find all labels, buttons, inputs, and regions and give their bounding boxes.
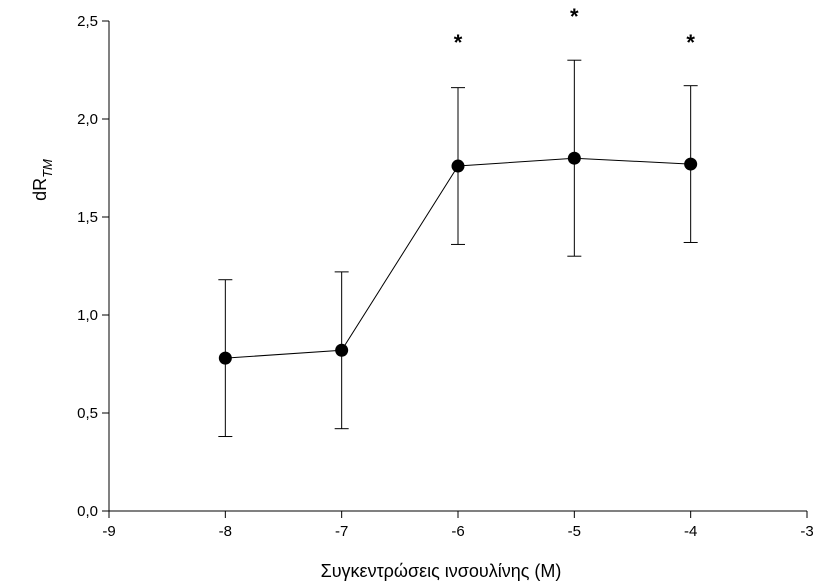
data-point [684, 157, 698, 171]
y-tick-label: 0,5 [77, 405, 98, 422]
y-axis-label: dRTM [30, 159, 55, 201]
y-tick-label: 1,0 [77, 307, 98, 324]
data-point [567, 151, 581, 165]
x-tick-label: -9 [102, 523, 115, 540]
significance-marker: * [570, 4, 579, 29]
axes-layer: 0,0 0,5 1,0 1,5 2,0 2,5 -9 -8 -7 -6 -5 -4 -3 [77, 13, 814, 540]
significance-marker: * [454, 30, 463, 55]
x-tick-label: -4 [684, 523, 697, 540]
x-tick-label: -5 [568, 523, 581, 540]
x-tick-label: -6 [451, 523, 464, 540]
y-tick-label: 2,5 [77, 13, 98, 30]
data-point [335, 343, 349, 357]
y-tick-label: 1,5 [77, 209, 98, 226]
y-axis-label-subscript: TM [40, 159, 55, 178]
x-tick-label: -8 [219, 523, 232, 540]
y-tick-label: 2,0 [77, 111, 98, 128]
significance-marker: * [686, 30, 695, 55]
annotation-layer: * * * [454, 4, 696, 55]
y-tick-label: 0,0 [77, 503, 98, 520]
x-tick-label: -7 [335, 523, 348, 540]
x-tick-label: -3 [800, 523, 813, 540]
data-point [451, 159, 465, 173]
data-point [218, 351, 232, 365]
y-axis-label-main: dR [30, 178, 50, 201]
series-layer [218, 59, 698, 438]
x-axis-label: Συγκεντρώσεις ινσουλίνης (M) [321, 561, 562, 581]
